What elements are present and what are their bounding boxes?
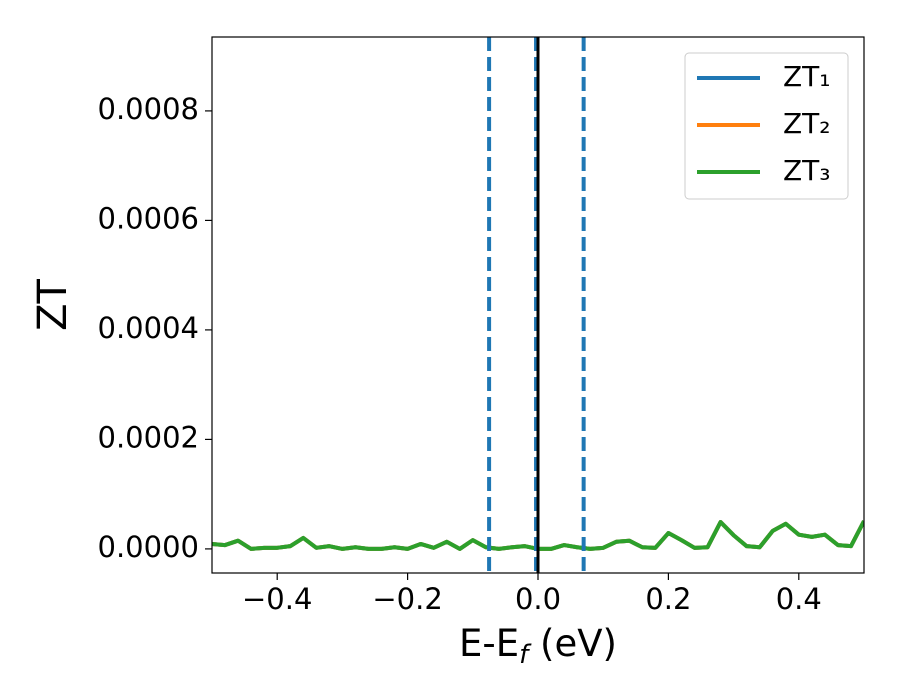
legend-label: ZT₁: [783, 60, 831, 93]
legend-label: ZT₂: [783, 107, 831, 140]
x-axis-label-part: E-E: [459, 622, 519, 665]
x-tick-label: −0.4: [242, 582, 312, 616]
x-axis-label-part: (eV): [528, 622, 617, 665]
x-tick-label: 0.2: [645, 582, 691, 616]
x-tick-label: 0.0: [515, 582, 561, 616]
y-tick-label: 0.0006: [98, 201, 199, 235]
x-axis-label: E-Ef (eV): [459, 622, 617, 670]
y-tick-label: 0.0004: [98, 311, 199, 345]
y-tick-label: 0.0000: [98, 530, 199, 564]
y-axis-label: ZT: [30, 279, 76, 331]
y-tick-label: 0.0002: [98, 420, 199, 454]
plot-frame: [211, 36, 865, 574]
x-tick-label: −0.2: [372, 582, 442, 616]
x-tick-label: 0.4: [776, 582, 822, 616]
legend-label: ZT₃: [783, 154, 831, 187]
legend-box: [684, 52, 849, 200]
y-tick-label: 0.0008: [98, 92, 199, 126]
plot-area: [212, 37, 864, 573]
